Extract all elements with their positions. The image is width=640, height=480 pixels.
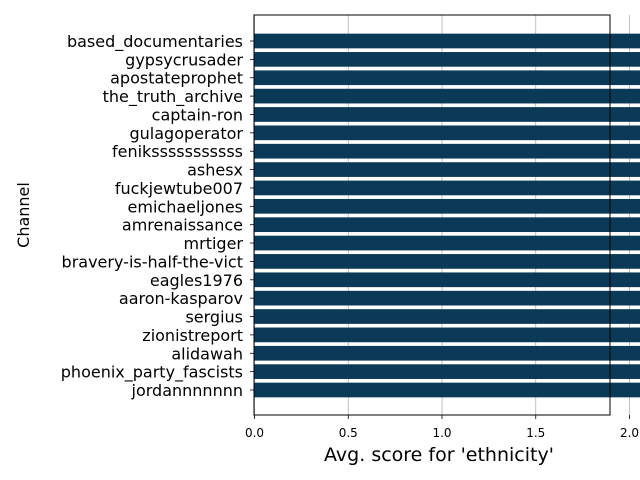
x-tick-label: 2.0 [620, 426, 639, 440]
y-tick-label: zionistreport [142, 326, 243, 345]
bar-bravery-is-half-the-vict [254, 254, 640, 269]
x-tick-label: 0.0 [245, 426, 264, 440]
y-tick-label: sergius [185, 308, 243, 327]
x-tick-labels: 0.00.51.01.52.02.53.03.5 [245, 415, 639, 440]
y-tick-label: captain-ron [152, 105, 243, 124]
bar-apostateprophet [254, 70, 640, 86]
y-tick-label: fuckjewtube007 [115, 179, 243, 198]
y-tick-label: mrtiger [184, 234, 244, 253]
y-tick-label: feniksssssssssss [112, 142, 243, 161]
bar-zionistreport [254, 327, 640, 343]
y-tick-label: the_truth_archive [103, 87, 243, 107]
y-tick-label: based_documentaries [67, 32, 243, 52]
bar-amrenaissance [254, 217, 640, 233]
bar-aaron-kasparov [254, 290, 640, 306]
y-tick-label: amrenaissance [122, 216, 243, 235]
bar-based_documentaries [254, 33, 640, 49]
plot-area-frame [253, 14, 611, 416]
y-tick-labels: based_documentariesgypsycrusaderapostate… [61, 32, 254, 400]
bar-ashesx [254, 162, 640, 177]
bars [254, 33, 640, 398]
bar-mrtiger [254, 235, 640, 251]
y-tick-label: alidawah [171, 344, 243, 363]
y-tick-label: gypsycrusader [125, 50, 243, 69]
x-tick-label: 1.0 [432, 426, 451, 440]
bar-gulagoperator [254, 125, 640, 141]
bar-emichaeljones [254, 198, 640, 214]
y-tick-label: jordannnnnnn [131, 381, 243, 400]
bar-fuckjewtube007 [254, 180, 640, 196]
y-tick-label: apostateprophet [110, 69, 243, 88]
y-tick-label: eagles1976 [150, 271, 243, 290]
bar-sergius [254, 309, 640, 324]
bar-gypsycrusader [254, 52, 640, 67]
bar-feniksssssssssss [254, 143, 640, 159]
bar-eagles1976 [254, 272, 640, 288]
x-tick-label: 1.5 [526, 426, 545, 440]
x-axis-label: Avg. score for 'ethnicity' [324, 444, 554, 466]
bar-the_truth_archive [254, 88, 640, 104]
y-tick-label: phoenix_party_fascists [61, 363, 243, 383]
y-tick-label: aaron-kasparov [119, 289, 243, 308]
y-tick-label: ashesx [187, 161, 243, 180]
bar-alidawah [254, 345, 640, 361]
x-tick-label: 0.5 [339, 426, 358, 440]
bar-captain-ron [254, 107, 640, 122]
y-tick-label: bravery-is-half-the-vict [62, 252, 243, 271]
bar-phoenix_party_fascists [254, 364, 640, 379]
bar-jordannnnnnn [254, 382, 640, 398]
y-tick-label: gulagoperator [129, 124, 243, 143]
y-axis-label: Channel [14, 182, 33, 248]
y-tick-label: emichaeljones [128, 197, 243, 216]
